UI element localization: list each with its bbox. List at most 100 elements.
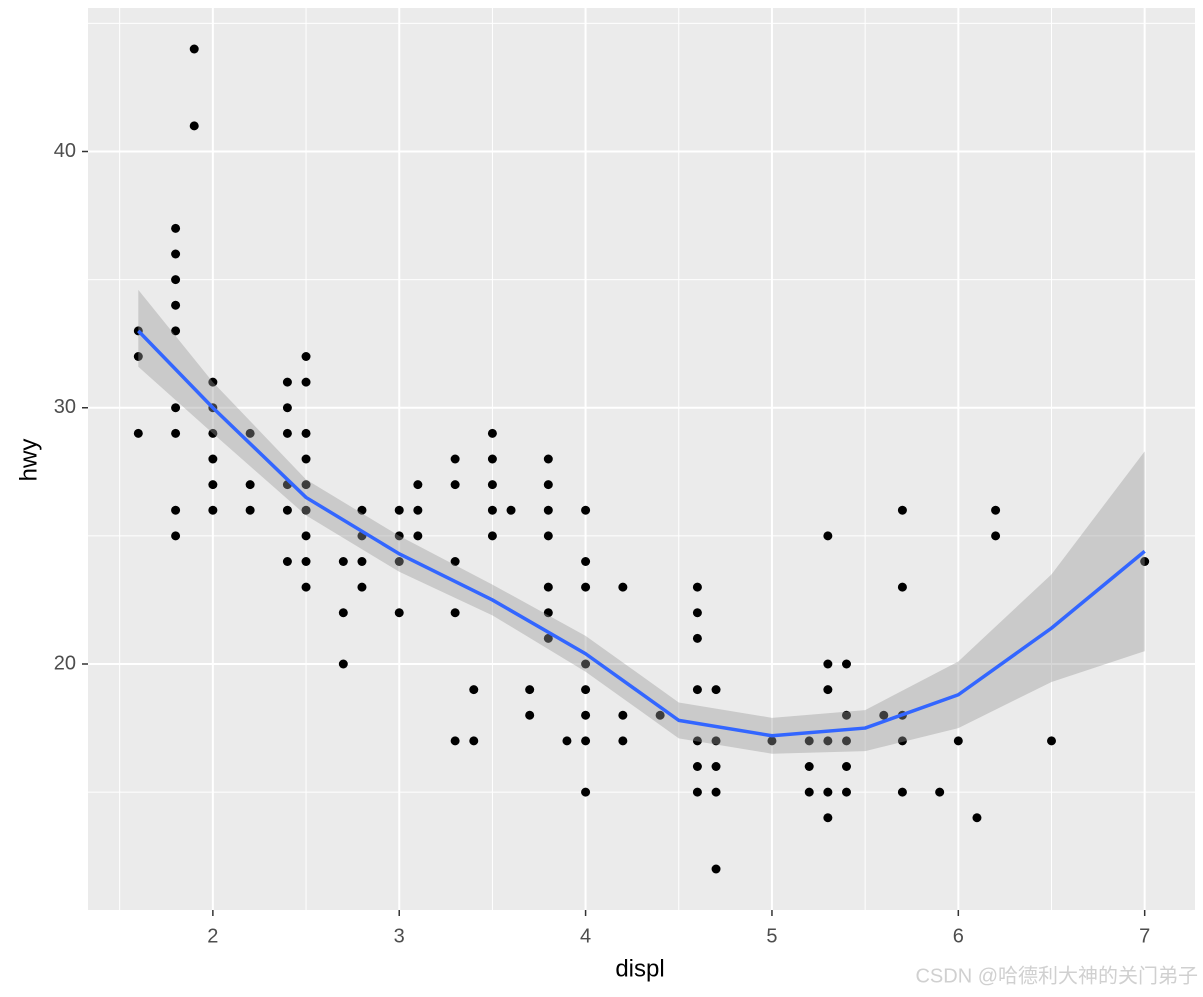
point <box>357 505 367 515</box>
point <box>897 505 907 515</box>
point <box>692 762 702 771</box>
point <box>245 505 255 515</box>
point <box>543 608 553 618</box>
point <box>282 557 292 566</box>
x-tick-label: 3 <box>394 925 405 947</box>
point <box>487 454 497 464</box>
point <box>394 608 404 618</box>
point <box>469 736 479 746</box>
point <box>450 557 460 566</box>
point <box>897 582 907 592</box>
point <box>171 300 181 310</box>
point <box>543 633 553 643</box>
point <box>171 403 181 413</box>
point <box>897 736 907 746</box>
point <box>618 710 628 720</box>
point <box>301 454 311 464</box>
point <box>823 736 833 746</box>
confidence-band <box>138 289 1145 754</box>
point <box>208 505 218 515</box>
point <box>692 787 702 797</box>
point <box>692 736 702 746</box>
point <box>767 736 777 746</box>
point <box>618 582 628 592</box>
point <box>189 121 199 131</box>
point <box>711 864 721 874</box>
point <box>394 557 404 566</box>
point <box>506 505 516 515</box>
point <box>357 582 367 592</box>
point <box>897 787 907 797</box>
point <box>618 736 628 746</box>
point <box>562 736 572 746</box>
point <box>245 428 255 438</box>
point <box>581 736 591 746</box>
y-tick-label: 20 <box>54 652 76 674</box>
point <box>711 787 721 797</box>
y-axis-title: hwy <box>15 439 42 482</box>
point <box>171 531 181 541</box>
point <box>1140 557 1150 566</box>
point <box>581 787 591 797</box>
point <box>804 787 814 797</box>
point <box>823 659 833 669</box>
point <box>189 44 199 54</box>
point <box>208 428 218 438</box>
smooth-line <box>137 329 1146 738</box>
point <box>842 710 851 720</box>
point <box>581 582 591 592</box>
point <box>282 403 292 413</box>
point <box>543 454 553 464</box>
panel-background <box>88 8 1195 910</box>
point <box>413 480 423 490</box>
point <box>692 685 702 695</box>
point <box>804 736 814 746</box>
point <box>301 377 311 387</box>
point <box>338 557 348 566</box>
point <box>842 762 851 771</box>
point <box>525 710 535 720</box>
y-tick-label: 30 <box>54 396 76 418</box>
point <box>972 813 982 823</box>
point <box>301 480 311 490</box>
point <box>543 582 553 592</box>
point <box>711 762 721 771</box>
point <box>301 582 311 592</box>
point <box>171 249 181 259</box>
point <box>823 787 833 797</box>
point <box>171 428 181 438</box>
point <box>171 223 181 233</box>
point <box>413 531 423 541</box>
point <box>711 736 721 746</box>
x-tick-label: 5 <box>766 925 777 947</box>
point <box>450 736 460 746</box>
point <box>338 608 348 618</box>
point <box>581 505 591 515</box>
point <box>208 377 218 387</box>
point <box>543 480 553 490</box>
point <box>991 505 1001 515</box>
point <box>450 608 460 618</box>
point <box>711 685 721 695</box>
point <box>842 787 851 797</box>
point <box>953 736 963 746</box>
point <box>301 352 311 361</box>
x-tick-label: 7 <box>1139 925 1150 947</box>
point <box>208 480 218 490</box>
point <box>692 582 702 592</box>
point <box>245 480 255 490</box>
point <box>543 531 553 541</box>
point <box>282 505 292 515</box>
point <box>879 710 889 720</box>
point <box>823 685 833 695</box>
point <box>487 428 497 438</box>
point <box>1047 736 1056 746</box>
point <box>469 685 479 695</box>
point <box>487 480 497 490</box>
point <box>655 710 665 720</box>
point <box>338 659 348 669</box>
point <box>581 557 591 566</box>
point <box>171 505 181 515</box>
point <box>487 531 497 541</box>
point <box>543 505 553 515</box>
